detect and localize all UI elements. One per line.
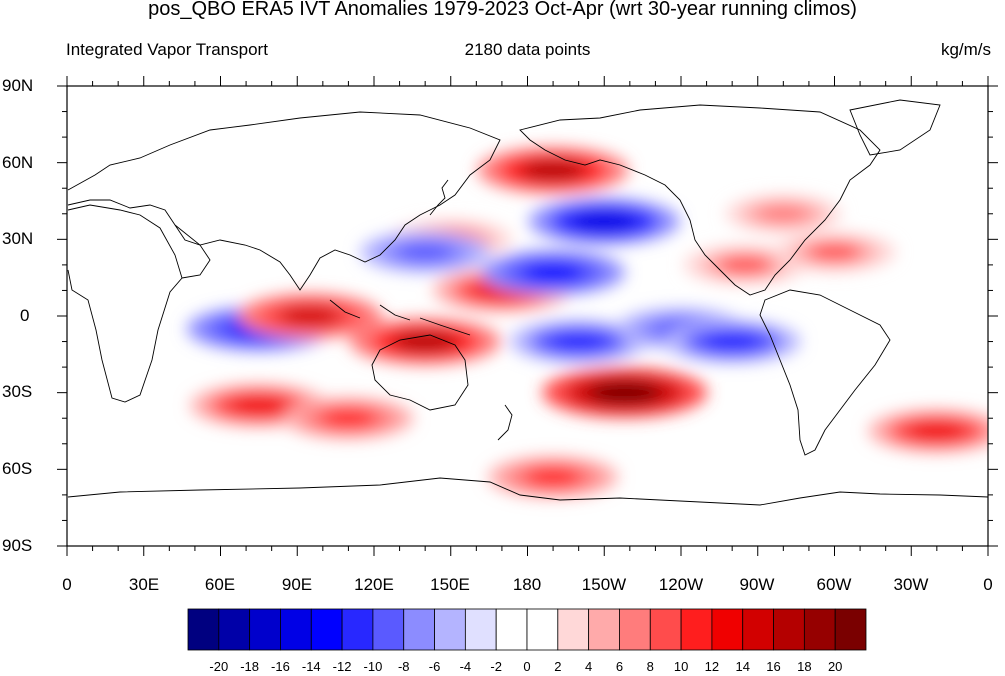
variable-label: Integrated Vapor Transport xyxy=(66,40,268,59)
colorbar-label: 12 xyxy=(704,659,720,674)
colorbar-label: 14 xyxy=(735,659,750,674)
colorbar-swatch xyxy=(619,608,651,651)
colorbar-swatch xyxy=(526,608,559,651)
anomaly-patch xyxy=(548,332,609,352)
lat-label-90n: 90N xyxy=(2,76,34,95)
colorbar-swatch xyxy=(434,608,466,651)
colorbar-swatch xyxy=(588,608,620,651)
colorbar-label: -4 xyxy=(459,659,472,674)
lon-label-90w: 90W xyxy=(739,575,775,594)
anomaly-patch xyxy=(391,331,459,352)
colorbar-label: -2 xyxy=(490,659,502,674)
lon-label-30w: 30W xyxy=(893,575,929,594)
colorbar-label: -18 xyxy=(240,659,260,674)
anomaly-patch xyxy=(588,381,662,404)
anomaly-patch xyxy=(519,160,587,181)
colorbar-label: 6 xyxy=(615,659,624,674)
colorbar-label: 0 xyxy=(523,659,531,674)
colorbar-swatch xyxy=(187,608,220,651)
colorbar-label: 10 xyxy=(673,659,689,674)
colorbar-label: -16 xyxy=(271,659,290,674)
anomaly-patch xyxy=(319,409,378,428)
anomaly-patch xyxy=(906,421,967,441)
colorbar-label: -14 xyxy=(301,659,321,674)
axis-ticks xyxy=(57,76,998,556)
colorbar-swatch xyxy=(742,608,774,651)
lat-label-60n: 60N xyxy=(2,153,34,172)
colorbar-swatch xyxy=(464,608,497,651)
colorbar xyxy=(187,608,867,651)
anomaly-patch xyxy=(524,467,582,487)
anomaly-patch xyxy=(702,332,763,352)
anomaly-patch xyxy=(228,395,290,415)
lon-label-120e: 120E xyxy=(354,575,394,594)
lat-label-30s: 30S xyxy=(2,382,33,401)
lon-label-60e: 60E xyxy=(204,575,236,594)
data-count-label: 2180 data points xyxy=(464,40,591,59)
colorbar-label: -20 xyxy=(209,659,229,674)
colorbar-label: -6 xyxy=(428,659,441,674)
colorbar-label: 16 xyxy=(766,659,781,674)
colorbar-swatch xyxy=(403,608,435,651)
anomaly-patch xyxy=(396,243,454,262)
colorbar-swatch xyxy=(803,608,836,651)
colorbar-swatch xyxy=(310,608,343,651)
colorbar-swatch xyxy=(249,608,281,651)
anomaly-field xyxy=(186,147,988,498)
colorbar-swatch xyxy=(834,608,867,651)
colorbar-swatch xyxy=(341,608,374,651)
colorbar-label: 2 xyxy=(554,659,562,674)
units-label: kg/m/s xyxy=(940,40,991,59)
colorbar-swatch xyxy=(495,608,528,651)
lon-label-150w: 150W xyxy=(581,575,627,594)
colorbar-label: 8 xyxy=(646,659,654,674)
anomaly-patch xyxy=(717,256,773,274)
anomaly-patch xyxy=(278,306,342,326)
anomaly-patch xyxy=(571,211,638,232)
colorbar-swatch xyxy=(649,608,682,651)
colorbar-label: 4 xyxy=(585,659,593,674)
lon-label-180: 180 xyxy=(512,575,542,594)
colorbar-label: 18 xyxy=(797,659,812,674)
lon-label-120w: 120W xyxy=(658,575,704,594)
colorbar-swatch xyxy=(372,608,405,651)
lat-label-30n: 30N xyxy=(2,229,34,248)
plot-title: pos_QBO ERA5 IVT Anomalies 1979-2023 Oct… xyxy=(148,0,857,20)
colorbar-swatch xyxy=(680,608,713,651)
lon-label-0-east: 0 xyxy=(983,575,993,594)
coastlines xyxy=(67,99,988,506)
lon-label-150e: 150E xyxy=(430,575,470,594)
lon-label-60w: 60W xyxy=(816,575,852,594)
anomaly-patch xyxy=(807,243,862,261)
lon-label-30e: 30E xyxy=(128,575,160,594)
colorbar-swatch xyxy=(773,608,805,651)
colorbar-swatch xyxy=(280,608,312,651)
colorbar-label: -10 xyxy=(363,659,383,674)
lon-label-0: 0 xyxy=(62,575,72,594)
lat-label-60s: 60S xyxy=(2,459,33,478)
colorbar-label: 20 xyxy=(827,659,843,674)
lat-label-0: 0 xyxy=(20,306,30,325)
colorbar-swatch xyxy=(218,608,251,651)
anomaly-patch xyxy=(521,262,585,283)
colorbar-label: -8 xyxy=(397,659,410,674)
anomaly-patch xyxy=(757,205,809,223)
colorbar-swatch xyxy=(557,608,590,651)
lon-label-90e: 90E xyxy=(281,575,313,594)
colorbar-label: -12 xyxy=(332,659,352,674)
colorbar-swatch xyxy=(711,608,744,651)
lat-label-90s: 90S xyxy=(2,536,33,555)
